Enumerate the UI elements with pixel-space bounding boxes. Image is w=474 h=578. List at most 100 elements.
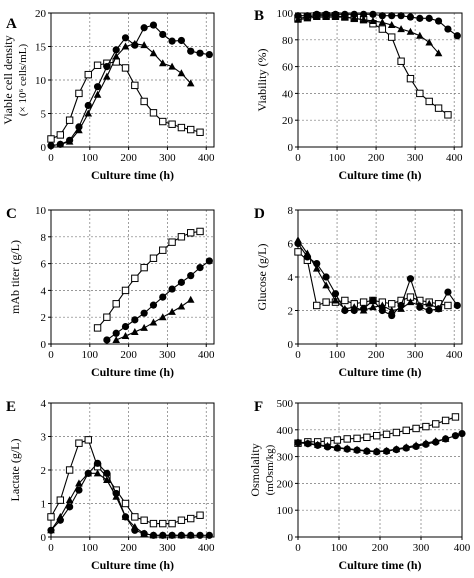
data-point — [177, 278, 185, 286]
data-point — [112, 329, 120, 337]
data-point — [131, 513, 139, 521]
data-point — [323, 441, 332, 449]
data-point — [56, 496, 65, 504]
data-point — [149, 109, 158, 117]
x-tick-label: 0 — [48, 349, 54, 361]
data-point — [168, 238, 176, 246]
data-point — [84, 70, 92, 79]
panel-label: B — [254, 8, 264, 24]
x-tick-label: 100 — [82, 542, 99, 554]
y-tick-label: 300 — [277, 452, 294, 464]
data-point — [387, 306, 396, 314]
y-tick-label: 6 — [288, 239, 294, 251]
data-point — [112, 46, 120, 54]
data-point — [159, 30, 167, 39]
data-point — [131, 522, 139, 530]
data-point — [121, 42, 130, 50]
data-point — [56, 140, 65, 148]
data-point — [187, 47, 195, 55]
data-point — [444, 25, 452, 33]
data-point — [378, 25, 387, 33]
series-line — [50, 472, 191, 536]
x-tick-label: 100 — [82, 152, 99, 164]
data-point — [75, 89, 83, 98]
data-point — [434, 17, 443, 25]
data-point — [453, 32, 461, 40]
series-line — [297, 239, 439, 312]
data-point — [444, 111, 452, 119]
data-point — [65, 466, 74, 474]
x-tick-label: 200 — [120, 152, 137, 164]
data-point — [388, 311, 396, 320]
data-point — [359, 298, 368, 306]
data-point — [406, 74, 415, 83]
panel-label: D — [254, 206, 265, 222]
series-filled-circle — [47, 459, 213, 539]
y-tick-label: 0 — [288, 142, 294, 154]
data-point — [406, 13, 415, 21]
data-point — [425, 14, 433, 22]
data-point — [177, 69, 186, 77]
data-point — [343, 435, 351, 443]
data-point — [425, 306, 433, 315]
x-tick-label: 200 — [368, 152, 385, 164]
data-point — [378, 18, 387, 26]
data-point — [196, 49, 204, 57]
data-point — [312, 13, 321, 21]
x-tick-label: 200 — [120, 542, 137, 554]
data-point — [402, 443, 411, 451]
data-point — [294, 12, 302, 20]
x-tick-label: 300 — [159, 349, 176, 361]
data-point — [196, 531, 204, 539]
x-axis-label: Culture time (h) — [91, 365, 174, 379]
data-point — [378, 301, 387, 309]
data-point — [140, 516, 148, 524]
x-tick-label: 300 — [407, 349, 424, 361]
data-point — [322, 281, 330, 289]
panel-b: 0 100 200 300 400 0 20 40 60 80 100 Culture time (h… — [254, 8, 463, 182]
data-point — [47, 142, 55, 150]
data-point — [444, 288, 452, 296]
panel-e: 0 100 200 300 400 0 1 2 3 4 Culture time (h) Lactat… — [6, 398, 215, 572]
y-tick-label: 8 — [41, 232, 47, 244]
y-axis-label: Lactate (g/L) — [8, 439, 22, 502]
y-tick-label: 40 — [282, 88, 294, 100]
data-point — [392, 445, 401, 453]
panel-a: 0 100 200 300 400 0 5 10 15 20 Culture time (h) Via… — [1, 8, 215, 182]
data-point — [353, 445, 361, 453]
data-point — [149, 318, 158, 326]
y-tick-label: 100 — [277, 8, 294, 20]
data-point — [140, 529, 148, 537]
data-point — [158, 531, 167, 539]
plot-frame — [297, 12, 463, 148]
data-point — [177, 302, 186, 310]
data-point — [121, 34, 130, 42]
data-point — [186, 79, 195, 87]
data-point — [93, 83, 102, 91]
data-point — [66, 503, 74, 511]
y-tick-label: 1 — [41, 499, 47, 511]
series-open-square — [47, 58, 204, 143]
series-filled-triangle — [294, 13, 443, 57]
data-point — [402, 426, 410, 435]
data-point — [84, 109, 93, 117]
data-point — [441, 416, 450, 425]
data-point — [416, 89, 424, 98]
data-point — [84, 469, 93, 477]
y-tick-label: 0 — [288, 532, 294, 544]
data-point — [432, 420, 440, 428]
y-tick-label: 5 — [41, 109, 47, 121]
data-point — [158, 313, 167, 321]
panel-label: E — [6, 399, 16, 415]
data-point — [93, 469, 102, 477]
data-point — [196, 128, 204, 136]
data-point — [112, 52, 120, 60]
y-tick-label: 80 — [282, 35, 294, 47]
data-point — [93, 324, 102, 332]
data-point — [363, 446, 371, 454]
data-point — [422, 439, 430, 447]
data-point — [103, 72, 111, 80]
data-point — [303, 14, 312, 22]
data-point — [397, 12, 405, 20]
x-tick-label: 0 — [48, 542, 54, 554]
